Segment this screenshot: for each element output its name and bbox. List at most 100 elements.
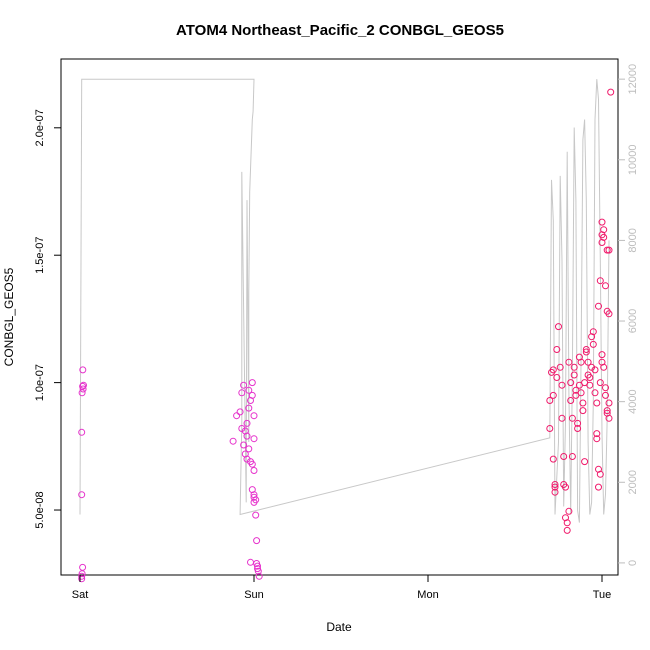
data-point [588, 333, 596, 341]
data-point [586, 374, 594, 381]
altitude-line-layer [79, 78, 610, 523]
y-axis-left: 5.0e-08 1.0e-07 1.5e-07 2.0e-07 [34, 109, 61, 529]
data-point [238, 389, 246, 397]
data-point [248, 460, 256, 468]
data-point [245, 404, 253, 412]
data-point [579, 399, 587, 407]
data-point [600, 233, 608, 241]
data-point [567, 397, 575, 404]
data-point [593, 399, 601, 407]
data-point [565, 507, 573, 515]
y-axis-right: 0 2000 4000 6000 8000 10000 12000 [618, 64, 639, 566]
data-point [250, 467, 258, 474]
y-left-tick-label: 1.0e-07 [34, 364, 46, 401]
data-point [577, 389, 585, 397]
data-point [551, 483, 559, 491]
data-point [596, 379, 604, 387]
data-point [553, 346, 561, 353]
data-point [602, 282, 609, 290]
data-point [78, 491, 86, 499]
data-point [603, 407, 611, 415]
data-point [600, 226, 608, 234]
data-point [567, 379, 575, 387]
data-point [562, 483, 569, 491]
data-point [551, 488, 559, 496]
concentration-points-layer [78, 88, 615, 583]
data-point [596, 470, 604, 478]
data-point [582, 346, 590, 353]
data-point [596, 277, 604, 285]
data-point [233, 412, 241, 420]
chart-title: ATOM4 Northeast_Pacific_2 CONBGL_GEOS5 [176, 22, 504, 39]
data-point [243, 419, 251, 427]
data-point [574, 425, 582, 432]
x-tick-label-tue: Tue [593, 589, 612, 601]
data-point [589, 340, 597, 348]
data-point [563, 519, 571, 527]
y-right-tick-label: 6000 [627, 309, 639, 333]
data-point [245, 445, 253, 453]
data-point [549, 455, 557, 463]
data-point [605, 414, 613, 422]
x-axis-label: Date [326, 620, 352, 634]
data-point [558, 414, 566, 422]
data-point [582, 348, 590, 356]
data-point [568, 414, 576, 422]
x-axis: Sat Sun Mon Tue [72, 575, 612, 601]
y-right-tick-label: 8000 [627, 228, 639, 252]
data-point [593, 435, 601, 443]
data-point [591, 366, 599, 374]
plot-frame [60, 58, 619, 576]
data-point [586, 381, 594, 389]
data-point [238, 425, 246, 432]
data-point [598, 351, 606, 359]
data-point [598, 218, 606, 226]
data-point [247, 558, 254, 566]
data-point [565, 358, 573, 366]
data-point [570, 371, 578, 379]
data-point [551, 481, 559, 488]
data-point [602, 384, 609, 392]
data-point [254, 562, 261, 570]
data-point [563, 526, 571, 534]
data-point [591, 389, 599, 397]
data-point [595, 302, 602, 310]
data-point [78, 428, 86, 436]
y-left-tick-label: 2.0e-07 [34, 109, 46, 146]
data-point [603, 246, 611, 254]
data-point [255, 572, 263, 580]
data-point [79, 563, 87, 571]
data-point [248, 379, 256, 387]
data-point [600, 363, 608, 371]
data-point [78, 575, 86, 583]
data-point [252, 511, 260, 519]
y-axis-label: CONBGL_GEOS5 [2, 267, 16, 366]
data-point [546, 425, 554, 432]
data-point [252, 496, 260, 504]
data-point [236, 408, 244, 416]
data-point [250, 435, 258, 443]
data-point [549, 391, 557, 399]
data-point [240, 381, 248, 389]
data-point [79, 366, 87, 374]
data-point [579, 407, 587, 415]
y-left-tick-label: 1.5e-07 [34, 237, 46, 274]
y-right-tick-label: 4000 [627, 389, 639, 413]
data-point [584, 358, 592, 366]
data-point [555, 323, 562, 331]
x-tick-label-sun: Sun [244, 589, 264, 601]
data-point [589, 328, 597, 336]
data-point [605, 399, 613, 407]
data-point [80, 381, 87, 389]
y-right-tick-label: 2000 [627, 470, 639, 494]
data-point [253, 537, 261, 545]
y-right-tick-label: 10000 [627, 144, 639, 175]
data-point [558, 381, 566, 389]
data-point [605, 310, 613, 318]
data-point [568, 453, 576, 460]
data-point [245, 386, 253, 394]
data-point [254, 567, 262, 575]
data-point [595, 483, 602, 491]
data-point [79, 382, 87, 390]
